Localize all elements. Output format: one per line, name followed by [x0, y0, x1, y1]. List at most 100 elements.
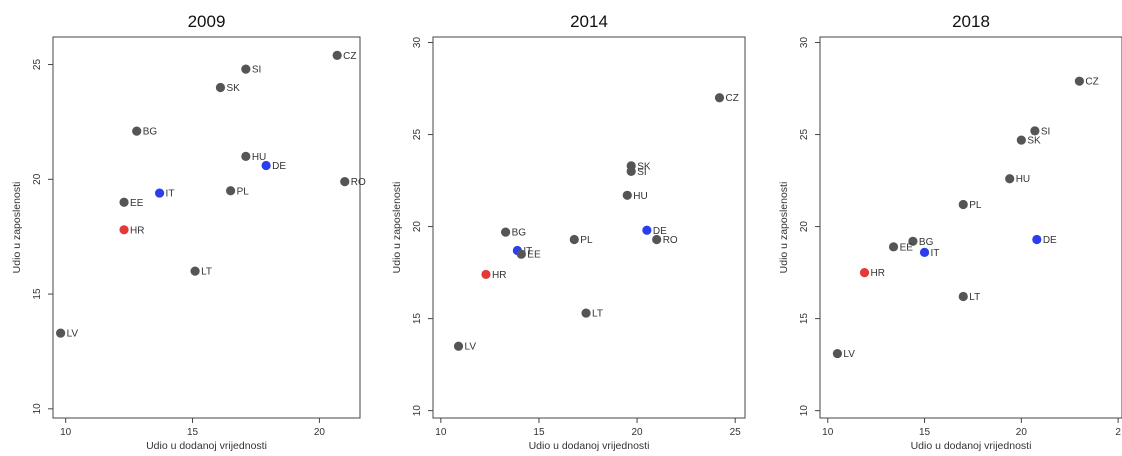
panel-3-point-ee: [888, 242, 899, 252]
panel-2-plot-frame: [432, 36, 746, 419]
panel-3-plot-frame: [819, 36, 1122, 419]
panel-3-point-de: [1032, 234, 1042, 245]
panel-2-x-axis-label: Udio u dodanoj vrijednosti: [529, 440, 650, 452]
panel-1-point-cz: [332, 50, 342, 60]
panel-2-point-label-ee: EE: [527, 250, 541, 261]
panel-3-point-label-hu: HU: [1016, 174, 1030, 185]
panel-1-x-axis-label: Udio u dodanoj vrijednosti: [146, 440, 267, 452]
panel-3-point-label-si: SI: [1041, 126, 1050, 137]
panel-1-point-label-cz: CZ: [343, 51, 356, 62]
panel-2-point-lt: [581, 308, 591, 318]
panel-3-point-si: [1030, 126, 1040, 136]
panel-1-point-label-si: SI: [252, 65, 261, 76]
panel-3-y-tick-label: 30: [799, 37, 810, 49]
panel-3-point-label-it: IT: [931, 248, 940, 259]
panel-2-y-tick-label: 30: [412, 37, 423, 49]
panel-1-point-label-de: DE: [272, 161, 286, 172]
panel-2-y-tick-label: 20: [412, 221, 423, 233]
panel-2-point-bg: [501, 227, 511, 237]
panel-2-point-hr: [481, 269, 491, 280]
panel-3-point-label-cz: CZ: [1085, 77, 1098, 88]
panel-3-point-label-de: DE: [1043, 235, 1057, 246]
panel-1-point-si: [241, 64, 251, 74]
panel-1-point-label-hr: HR: [130, 225, 144, 236]
panel-2-x-tick-label: 20: [632, 427, 644, 438]
panel-2-point-label-si: SI: [637, 167, 646, 178]
panel-3-title: 2018: [952, 12, 990, 31]
panel-1-point-lt: [190, 266, 200, 276]
panel-3-x-tick-label: 20: [1016, 427, 1028, 438]
panel-2-point-label-hu: HU: [633, 191, 647, 202]
panel-1-point-label-lt: LT: [201, 267, 212, 278]
panel-2-x-tick-label: 15: [533, 427, 545, 438]
panel-1-point-ro: [340, 176, 350, 187]
panel-3-x-tick-label: 10: [822, 427, 834, 438]
panel-1-point-ee: [119, 197, 129, 207]
panel-3-point-label-ee: EE: [900, 242, 914, 253]
panel-2-point-label-pl: PL: [580, 235, 593, 246]
panel-2-point-label-sk: SK: [637, 161, 651, 172]
panel-3-point-label-lt: LT: [969, 292, 980, 303]
panel-3-point-label-sk: SK: [1027, 136, 1041, 147]
panel-1-point-de: [261, 160, 271, 171]
panel-1-plot-frame: [52, 36, 361, 419]
panel-1-point-hr: [119, 225, 129, 235]
panel-2-point-label-bg: BG: [512, 228, 527, 239]
panel-1-x-tick-label: 15: [187, 427, 199, 438]
panel-1-y-axis-label: Udio u zaposlenosti: [11, 182, 23, 274]
panel-1-point-label-ee: EE: [130, 198, 144, 209]
panel-2-point-label-ro: RO: [663, 235, 678, 246]
panel-2-y-axis-label: Udio u zaposlenosti: [391, 182, 403, 274]
panel-2-point-label-de: DE: [653, 226, 667, 237]
panel-3-point-label-pl: PL: [969, 200, 982, 211]
panel-3-point-pl: [958, 199, 968, 210]
panel-1-point-lv: [56, 328, 66, 338]
panel-1-title: 2009: [188, 12, 226, 31]
panel-3-point-lt: [958, 291, 968, 302]
panel-1-point-label-lv: LV: [67, 329, 79, 340]
panel-1-x-tick-label: 10: [60, 427, 72, 438]
panel-2-point-cz: [714, 93, 725, 103]
panel-1-y-tick-label: 20: [32, 173, 43, 185]
panel-1-point-label-bg: BG: [143, 127, 158, 138]
panel-3-point-hu: [1005, 174, 1015, 184]
panel-1-point-label-pl: PL: [237, 186, 250, 197]
panel-3-point-it: [919, 247, 930, 257]
panel-2-point-hu: [622, 190, 632, 200]
panel-3-point-cz: [1074, 76, 1085, 86]
panel-1-point-sk: [215, 82, 226, 93]
panel-2-y-tick-label: 15: [412, 313, 423, 325]
panel-1-point-hu: [241, 151, 251, 161]
panel-3-point-bg: [908, 236, 918, 246]
panel-2-point-label-hr: HR: [492, 270, 506, 281]
panel-2-title: 2014: [570, 12, 608, 31]
panel-3-point-sk: [1016, 135, 1026, 145]
panel-1-x-tick-label: 20: [314, 427, 326, 438]
panel-3-y-tick-label: 20: [799, 221, 810, 233]
panel-1-y-tick-label: 15: [32, 288, 43, 300]
panel-1-point-pl: [226, 186, 236, 196]
panel-1-point-bg: [132, 126, 142, 136]
panel-1-point-label-ro: RO: [351, 177, 366, 188]
panel-2-point-ee: [516, 249, 526, 259]
panel-1-point-label-sk: SK: [226, 83, 240, 94]
panel-1-y-tick-label: 10: [32, 403, 43, 415]
panel-3-y-tick-label: 10: [799, 405, 810, 417]
panel-3-y-axis-label: Udio u zaposlenosti: [778, 182, 790, 274]
panel-3-point-label-bg: BG: [919, 237, 934, 248]
panel-3-point-label-lv: LV: [843, 349, 855, 360]
panel-1-point-label-hu: HU: [252, 152, 266, 163]
panel-2-point-label-it: IT: [523, 246, 532, 257]
panel-3-x-tick-label: 15: [919, 427, 931, 438]
panel-1-point-it: [154, 188, 165, 198]
panel-3-y-tick-label: 25: [799, 129, 810, 141]
panel-2-point-label-lt: LT: [592, 309, 603, 320]
panel-2-point-label-lv: LV: [465, 342, 477, 353]
panel-2-y-tick-label: 10: [412, 405, 423, 417]
panel-2-point-si: [626, 166, 636, 176]
panel-1-point-label-it: IT: [166, 189, 175, 200]
panel-2-x-tick-label: 25: [730, 427, 742, 438]
panel-2-y-tick-label: 25: [412, 129, 423, 141]
panel-2-point-de: [642, 225, 652, 235]
